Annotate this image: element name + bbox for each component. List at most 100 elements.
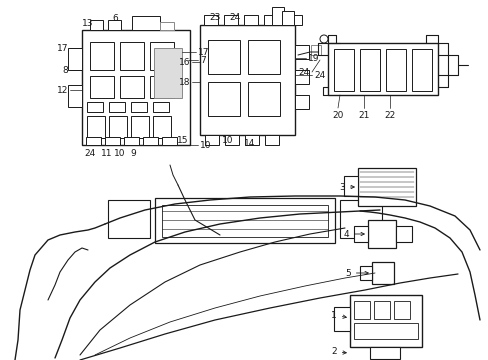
Bar [349,295,421,347]
Bar [132,16,160,30]
Bar [120,42,143,70]
Bar [339,200,381,238]
Bar [271,7,284,25]
Bar [109,102,125,112]
Bar [207,82,240,116]
Bar [203,15,218,25]
Bar [120,76,143,98]
Bar [207,40,240,74]
Text: 5: 5 [345,269,367,278]
Bar [369,347,399,359]
Bar [385,49,405,91]
Text: 3: 3 [339,183,354,192]
Text: 10: 10 [222,135,233,144]
Text: 12: 12 [57,86,68,95]
Bar [155,198,334,243]
Bar [411,49,431,91]
Bar [162,137,177,145]
Bar [90,42,114,70]
Text: 18: 18 [178,77,190,86]
Bar [82,30,190,145]
Bar [353,323,417,339]
Bar [224,15,238,25]
Text: 10: 10 [200,140,211,149]
Bar [160,22,174,30]
Text: 24: 24 [298,68,309,77]
Text: 15: 15 [176,135,187,144]
Bar [373,301,389,319]
Bar [150,42,174,70]
Bar [124,137,139,145]
Bar [204,135,219,145]
Bar [294,95,308,109]
Bar [244,15,258,25]
Bar [264,135,279,145]
Text: 10: 10 [114,149,125,158]
Bar [294,70,308,84]
Text: 14: 14 [244,139,255,148]
Bar [87,102,103,112]
Bar [224,135,239,145]
Bar [395,226,411,242]
Bar [150,76,174,98]
Bar [153,102,169,112]
Bar [294,45,308,59]
Bar [68,85,82,107]
Bar [108,200,150,238]
Bar [287,15,302,25]
Text: 20: 20 [332,111,343,120]
Text: 22: 22 [384,111,395,120]
Bar [264,15,278,25]
Bar [343,176,357,196]
Bar [353,226,367,242]
Bar [162,205,327,237]
Bar [200,25,294,135]
Text: 1: 1 [330,310,346,320]
Text: 16: 16 [178,58,190,67]
Bar [333,49,353,91]
Bar [105,137,120,145]
Text: 7: 7 [200,55,205,64]
Text: 2: 2 [330,347,346,356]
Bar [357,168,415,206]
Bar [154,48,182,98]
Bar [359,266,371,280]
Text: 4: 4 [343,230,364,239]
Text: 21: 21 [358,111,369,120]
Text: 17: 17 [57,44,68,53]
Bar [109,116,127,138]
Bar [142,137,158,145]
Bar [68,48,82,70]
Bar [367,220,395,248]
Bar [393,301,409,319]
Bar [327,43,437,95]
Bar [247,82,280,116]
Bar [371,262,393,284]
Text: 6: 6 [112,14,118,23]
Bar [131,102,147,112]
Text: 17: 17 [198,48,209,57]
Bar [131,116,149,138]
Text: 24: 24 [84,149,96,158]
Text: 8: 8 [62,66,68,75]
Bar [244,135,259,145]
Text: 19: 19 [307,54,319,63]
Bar [90,20,103,30]
Bar [333,307,349,331]
Bar [359,49,379,91]
Text: 9: 9 [130,149,136,158]
Text: 23: 23 [209,13,220,22]
Text: 24: 24 [313,71,325,80]
Bar [86,137,101,145]
Bar [87,116,105,138]
Bar [108,20,121,30]
Bar [153,116,171,138]
Bar [247,40,280,74]
Bar [90,76,114,98]
Text: 11: 11 [101,149,113,158]
Text: 13: 13 [82,18,94,27]
Bar [282,11,293,25]
Bar [310,45,320,55]
Bar [353,301,369,319]
Text: 24: 24 [229,13,240,22]
